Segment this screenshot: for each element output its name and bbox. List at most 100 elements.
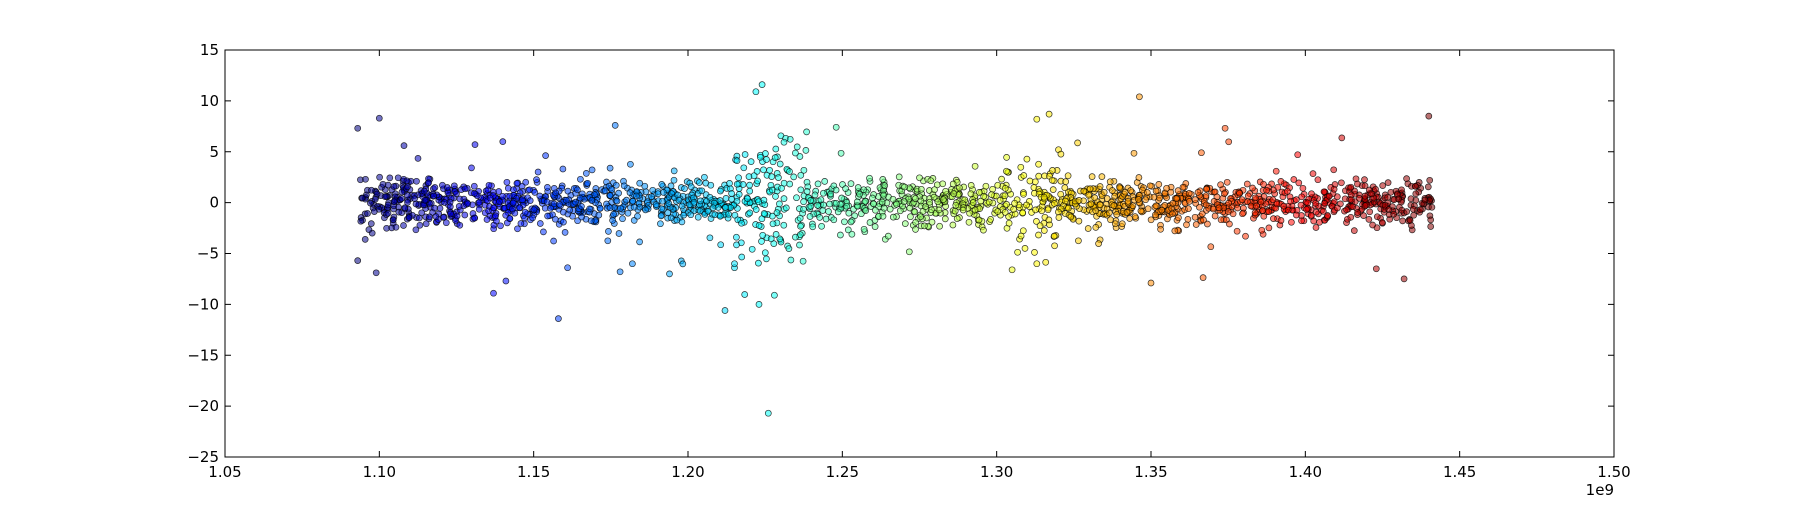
- scatter-point: [666, 270, 673, 278]
- scatter-point: [1023, 201, 1030, 209]
- scatter-point: [513, 180, 521, 187]
- y-tick-label: 15: [200, 41, 219, 59]
- scatter-point: [654, 190, 662, 198]
- scatter-point: [1366, 208, 1374, 216]
- scatter-point: [975, 189, 983, 196]
- scatter-point: [370, 208, 378, 215]
- scatter-point: [392, 223, 400, 231]
- scatter-point: [860, 225, 868, 233]
- scatter-point: [1185, 205, 1192, 212]
- scatter-point: [832, 199, 840, 207]
- scatter-point: [780, 138, 788, 146]
- x-tick-label: 1.05: [208, 463, 241, 481]
- scatter-point: [953, 215, 961, 222]
- scatter-point: [905, 248, 913, 256]
- scatter-point: [746, 181, 753, 189]
- scatter-point: [547, 204, 554, 212]
- scatter-point: [1020, 190, 1027, 198]
- scatter-point: [442, 219, 450, 227]
- scatter-point: [416, 221, 424, 229]
- scatter-point: [636, 179, 644, 187]
- scatter-point: [404, 199, 411, 206]
- scatter-point: [1173, 195, 1180, 202]
- scatter-point: [1051, 242, 1058, 250]
- scatter-point: [1253, 202, 1260, 210]
- scatter-point: [1055, 208, 1062, 216]
- scatter-point: [1298, 193, 1306, 201]
- scatter-point: [636, 238, 643, 246]
- scatter-point: [426, 213, 433, 221]
- scatter-point: [390, 183, 398, 190]
- scatter-point: [1390, 196, 1398, 204]
- scatter-point: [733, 180, 741, 188]
- scatter-point: [969, 199, 977, 206]
- scatter-point: [834, 208, 842, 216]
- scatter-point: [606, 192, 614, 199]
- scatter-point: [1152, 211, 1159, 219]
- scatter-point: [1385, 206, 1393, 213]
- scatter-point: [1143, 189, 1151, 196]
- scatter-point: [832, 123, 840, 131]
- scatter-point: [1062, 178, 1070, 185]
- scatter-point: [769, 220, 777, 228]
- scatter-point: [916, 174, 923, 182]
- scatter-point: [1092, 207, 1100, 215]
- scatter-point: [758, 238, 765, 245]
- scatter-point: [1258, 226, 1266, 234]
- scatter-point: [1424, 183, 1432, 191]
- scatter-point: [1008, 266, 1016, 274]
- scatter-point: [453, 212, 461, 220]
- scatter-point: [1111, 192, 1119, 200]
- scatter-point: [641, 182, 649, 190]
- scatter-point: [760, 210, 768, 217]
- scatter-point: [1284, 187, 1291, 195]
- scatter-point: [1347, 213, 1355, 221]
- scatter-point: [470, 182, 478, 190]
- x-axis-offset-label: 1e9: [1586, 481, 1614, 499]
- scatter-point: [400, 142, 408, 149]
- scatter-point: [716, 197, 724, 204]
- scatter-point: [936, 222, 943, 230]
- y-tick-label: −5: [197, 245, 219, 263]
- scatter-point: [793, 143, 801, 151]
- scatter-point: [542, 152, 549, 159]
- scatter-point: [811, 191, 819, 199]
- scatter-point: [1403, 175, 1410, 182]
- scatter-point: [996, 196, 1004, 204]
- scatter-point: [626, 189, 634, 196]
- scatter-point: [985, 198, 993, 206]
- scatter-point: [544, 184, 551, 191]
- scatter-point: [468, 164, 475, 172]
- scatter-point: [1200, 216, 1207, 224]
- scatter-point: [901, 183, 908, 191]
- scatter-point: [1378, 219, 1386, 226]
- scatter-point: [776, 160, 784, 168]
- scatter-points: [354, 81, 1436, 417]
- scatter-point: [1399, 217, 1406, 225]
- scatter-point: [1426, 176, 1434, 184]
- scatter-point: [608, 186, 616, 193]
- scatter-point: [1259, 207, 1267, 214]
- scatter-point: [755, 198, 762, 206]
- scatter-point: [606, 204, 614, 212]
- scatter-point: [379, 180, 387, 188]
- x-tick-label: 1.20: [671, 463, 704, 481]
- scatter-point: [819, 207, 827, 214]
- scatter-point: [866, 174, 873, 182]
- scatter-point: [1361, 192, 1369, 200]
- scatter-point: [376, 173, 383, 181]
- scatter-point: [1174, 187, 1182, 194]
- scatter-point: [1384, 179, 1392, 186]
- scatter-point: [752, 88, 760, 96]
- scatter-point: [486, 194, 494, 202]
- x-tick-label: 1.30: [980, 463, 1013, 481]
- scatter-point: [403, 177, 411, 185]
- scatter-point: [1217, 181, 1224, 189]
- scatter-point: [516, 204, 523, 212]
- scatter-point: [786, 135, 794, 143]
- scatter-point: [582, 170, 590, 177]
- scatter-point: [420, 187, 428, 195]
- scatter-point: [826, 200, 833, 208]
- scatter-point: [667, 214, 675, 222]
